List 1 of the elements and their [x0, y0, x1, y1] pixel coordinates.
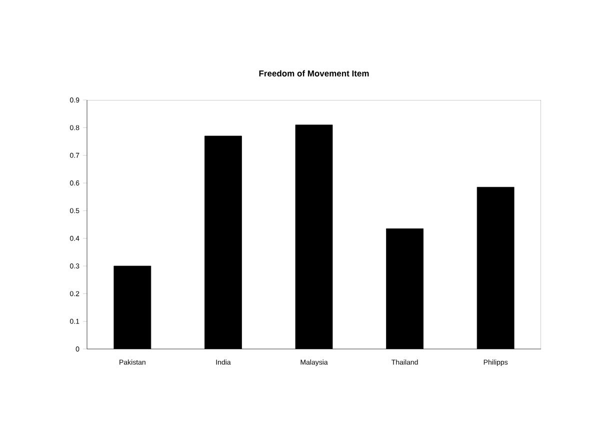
- chart-title: Freedom of Movement Item: [259, 70, 369, 76]
